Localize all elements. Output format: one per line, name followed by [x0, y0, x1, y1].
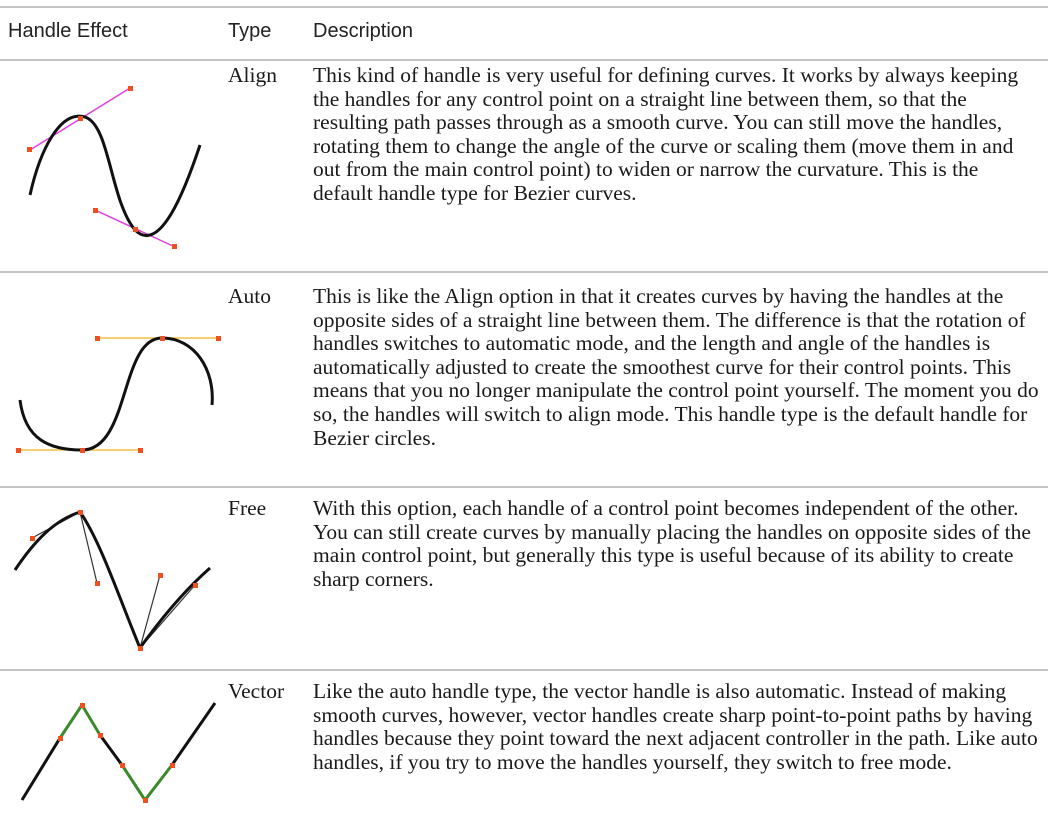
column-header: Description	[313, 20, 414, 42]
description: This kind of handle is very useful for d…	[313, 63, 1019, 205]
handle-type: Vector	[228, 679, 285, 703]
auto-illustration	[16, 336, 221, 453]
description: Like the auto handle type, the vector ha…	[313, 679, 1038, 774]
column-header: Handle Effect	[8, 20, 128, 42]
vector-illustration	[20, 702, 217, 803]
handle-type: Free	[228, 496, 267, 520]
free-illustration	[13, 510, 211, 652]
description: With this option, each handle of a contr…	[313, 496, 1031, 591]
description: This is like the Align option in that it…	[313, 284, 1039, 450]
column-header: Type	[228, 20, 272, 42]
handle-type: Auto	[228, 284, 271, 308]
handle-type: Align	[228, 63, 277, 87]
align-illustration	[27, 86, 202, 249]
